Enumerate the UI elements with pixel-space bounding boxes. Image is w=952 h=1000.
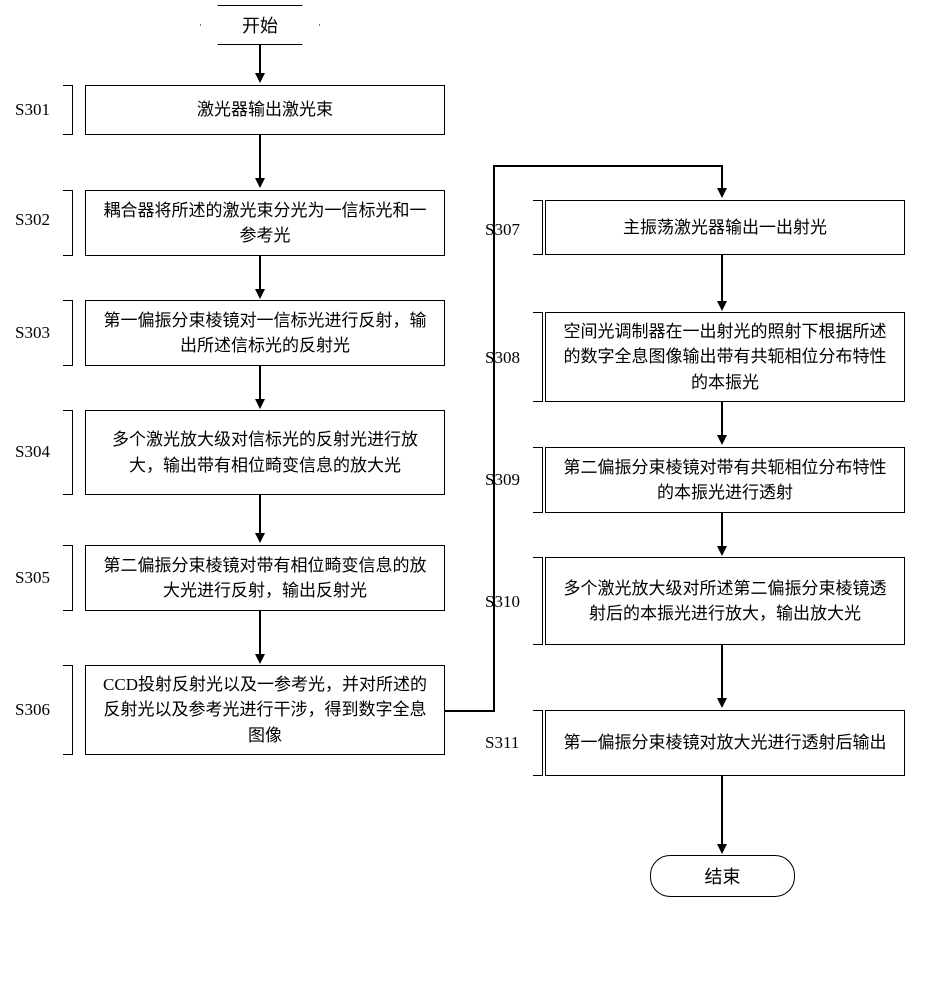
step-box-s306: CCD投射反射光以及一参考光，并对所述的反射光以及参考光进行干涉，得到数字全息图…	[85, 665, 445, 755]
arrow-head	[717, 188, 727, 198]
step-label-s302: S302	[15, 210, 50, 230]
step-label-s305: S305	[15, 568, 50, 588]
bracket	[533, 200, 543, 255]
arrow-head	[717, 844, 727, 854]
bracket	[63, 545, 73, 611]
start-node: 开始	[200, 5, 320, 45]
arrow	[259, 45, 261, 75]
step-label-s301: S301	[15, 100, 50, 120]
arrow-head	[255, 73, 265, 83]
bracket	[63, 190, 73, 256]
arrow	[259, 256, 261, 291]
step-label-s311: S311	[485, 733, 519, 753]
arrow-head	[717, 546, 727, 556]
step-box-s309: 第二偏振分束棱镜对带有共轭相位分布特性的本振光进行透射	[545, 447, 905, 513]
arrow	[721, 255, 723, 303]
step-box-s310: 多个激光放大级对所述第二偏振分束棱镜透射后的本振光进行放大，输出放大光	[545, 557, 905, 645]
arrow-head	[255, 533, 265, 543]
bracket	[63, 665, 73, 755]
step-box-s301: 激光器输出激光束	[85, 85, 445, 135]
arrow	[721, 645, 723, 700]
arrow	[259, 135, 261, 180]
end-label: 结束	[705, 863, 741, 889]
bracket	[63, 410, 73, 495]
bracket	[533, 557, 543, 645]
step-box-s305: 第二偏振分束棱镜对带有相位畸变信息的放大光进行反射，输出反射光	[85, 545, 445, 611]
step-label-s304: S304	[15, 442, 50, 462]
arrow-head	[717, 698, 727, 708]
arrow	[721, 776, 723, 846]
bracket	[533, 447, 543, 513]
bracket	[63, 300, 73, 366]
step-box-s307: 主振荡激光器输出一出射光	[545, 200, 905, 255]
step-label-s303: S303	[15, 323, 50, 343]
step-label-s310: S310	[485, 592, 520, 612]
arrow	[259, 611, 261, 656]
step-label-s306: S306	[15, 700, 50, 720]
step-box-s304: 多个激光放大级对信标光的反射光进行放大，输出带有相位畸变信息的放大光	[85, 410, 445, 495]
arrow-head	[717, 435, 727, 445]
step-box-s311: 第一偏振分束棱镜对放大光进行透射后输出	[545, 710, 905, 776]
arrow-head	[255, 289, 265, 299]
step-label-s307: S307	[485, 220, 520, 240]
arrow-head	[717, 301, 727, 311]
connector	[493, 165, 723, 167]
step-label-s308: S308	[485, 348, 520, 368]
bracket	[533, 710, 543, 776]
connector	[493, 165, 495, 712]
end-node: 结束	[650, 855, 795, 897]
arrow	[259, 495, 261, 535]
arrow	[721, 402, 723, 437]
step-label-s309: S309	[485, 470, 520, 490]
connector	[445, 710, 495, 712]
step-box-s303: 第一偏振分束棱镜对一信标光进行反射，输出所述信标光的反射光	[85, 300, 445, 366]
step-box-s302: 耦合器将所述的激光束分光为一信标光和一参考光	[85, 190, 445, 256]
connector	[721, 165, 723, 190]
bracket	[63, 85, 73, 135]
arrow-head	[255, 399, 265, 409]
arrow	[721, 513, 723, 548]
arrow-head	[255, 178, 265, 188]
start-label: 开始	[242, 12, 278, 38]
arrow-head	[255, 654, 265, 664]
step-box-s308: 空间光调制器在一出射光的照射下根据所述的数字全息图像输出带有共轭相位分布特性的本…	[545, 312, 905, 402]
bracket	[533, 312, 543, 402]
arrow	[259, 366, 261, 401]
